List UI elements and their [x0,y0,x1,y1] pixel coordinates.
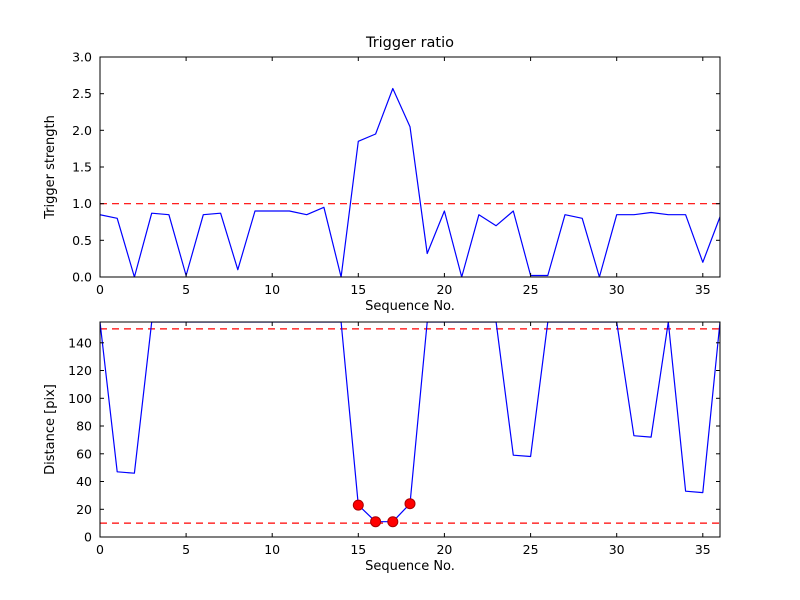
y-tick-label: 20 [76,502,92,517]
x-tick-label: 30 [609,542,625,557]
x-tick-label: 15 [350,282,366,297]
y-tick-label: 80 [76,419,92,434]
distance-plot: 0 5 10 15 20 25 30 35 0 20 40 60 80 100 120 140 Sequence… [43,321,721,574]
match-marker [352,499,364,511]
match-marker [387,516,399,528]
match-marker [404,498,416,510]
y-tick-label: 0 [84,530,92,545]
x-tick-label: 5 [182,542,190,557]
axes-frame [99,56,721,278]
y-axis-label: Trigger strength [43,115,58,220]
y-tick-label: 1.0 [72,196,92,211]
x-tick-label: 35 [695,542,711,557]
x-axis-label: Sequence No. [365,559,455,574]
y-axis-label: Distance [pix] [43,384,58,475]
distance-line [100,321,720,523]
x-tick-label: 20 [436,282,452,297]
y-tick-label: 40 [76,474,92,489]
y-tick-label: 2.5 [72,86,92,101]
y-tick-label: 3.0 [72,50,92,65]
y-tick-label: 140 [68,335,92,350]
x-tick-label: 20 [436,542,452,557]
x-tick-label: 10 [264,282,280,297]
y-tick-label: 0.0 [72,270,92,285]
trigger-strength-line [100,87,720,278]
x-tick-label: 25 [523,282,539,297]
y-tick-label: 120 [68,363,92,378]
x-tick-label: 25 [523,542,539,557]
y-tick-label: 2.0 [72,123,92,138]
y-tick-label: 100 [68,391,92,406]
x-tick-label: 15 [350,542,366,557]
x-tick-label: 0 [96,282,104,297]
x-tick-label: 30 [609,282,625,297]
y-tick-label: 60 [76,446,92,461]
y-tick-label: 1.5 [72,160,92,175]
match-marker [370,516,382,528]
chart-title: Trigger ratio [365,35,454,51]
x-tick-label: 35 [695,282,711,297]
x-tick-label: 10 [264,542,280,557]
axes-frame [99,321,721,538]
y-tick-label: 0.5 [72,233,92,248]
x-axis-label: Sequence No. [365,299,455,314]
trigger-ratio-plot: 0 5 10 15 20 25 30 35 0.0 0.5 1.0 1.5 2.0 2.5 3.0 Trigg… [43,35,721,314]
x-tick-label: 5 [182,282,190,297]
x-tick-label: 0 [96,542,104,557]
